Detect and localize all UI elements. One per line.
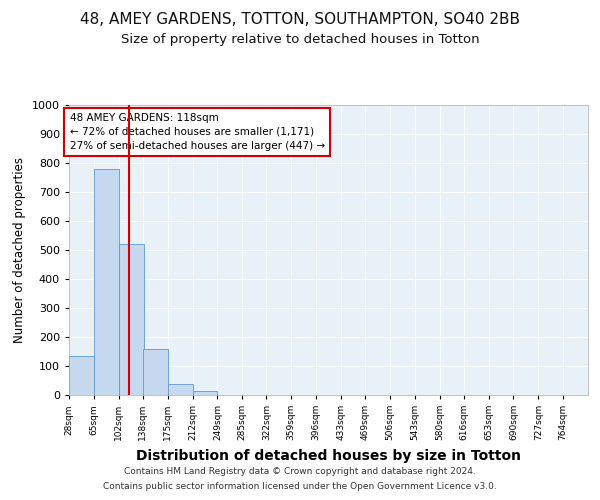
Text: Contains public sector information licensed under the Open Government Licence v3: Contains public sector information licen… bbox=[103, 482, 497, 491]
Bar bbox=[193, 391, 217, 395]
Text: Size of property relative to detached houses in Totton: Size of property relative to detached ho… bbox=[121, 32, 479, 46]
Bar bbox=[143, 350, 167, 395]
Text: 48 AMEY GARDENS: 118sqm
← 72% of detached houses are smaller (1,171)
27% of semi: 48 AMEY GARDENS: 118sqm ← 72% of detache… bbox=[70, 113, 325, 151]
Y-axis label: Number of detached properties: Number of detached properties bbox=[13, 157, 26, 343]
Text: 48, AMEY GARDENS, TOTTON, SOUTHAMPTON, SO40 2BB: 48, AMEY GARDENS, TOTTON, SOUTHAMPTON, S… bbox=[80, 12, 520, 28]
Bar bbox=[167, 384, 193, 395]
Bar bbox=[69, 356, 94, 395]
X-axis label: Distribution of detached houses by size in Totton: Distribution of detached houses by size … bbox=[136, 448, 521, 462]
Bar bbox=[119, 244, 143, 395]
Text: Contains HM Land Registry data © Crown copyright and database right 2024.: Contains HM Land Registry data © Crown c… bbox=[124, 467, 476, 476]
Bar bbox=[94, 170, 119, 395]
